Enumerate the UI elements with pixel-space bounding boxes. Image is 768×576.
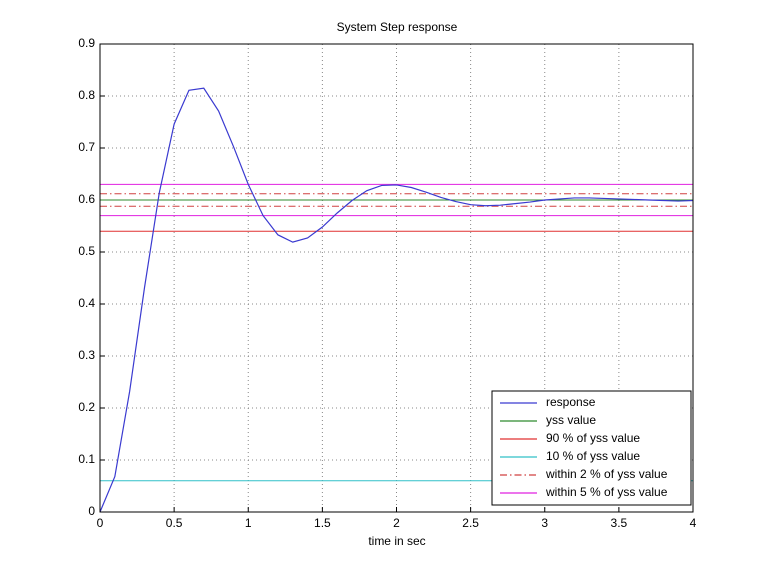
legend-label: response	[546, 395, 596, 409]
x-tick-label: 1	[245, 516, 252, 530]
x-axis-label: time in sec	[368, 534, 425, 548]
y-tick-label: 0.6	[78, 192, 95, 206]
y-tick-label: 0.5	[78, 244, 95, 258]
y-tick-label: 0.9	[78, 36, 95, 50]
x-tick-label: 1.5	[314, 516, 331, 530]
x-tick-label: 2.5	[462, 516, 479, 530]
y-tick-label: 0.1	[78, 452, 95, 466]
x-tick-label: 4	[690, 516, 697, 530]
legend-label: within 2 % of yss value	[545, 467, 668, 481]
y-tick-label: 0.3	[78, 348, 95, 362]
x-tick-label: 0.5	[166, 516, 183, 530]
x-tick-label: 3.5	[611, 516, 628, 530]
y-tick-label: 0.2	[78, 400, 95, 414]
chart-title: System Step response	[337, 20, 458, 34]
legend-label: 90 % of yss value	[546, 431, 640, 445]
y-tick-label: 0	[88, 504, 95, 518]
x-tick-label: 2	[393, 516, 400, 530]
y-tick-label: 0.7	[78, 140, 95, 154]
legend-label: within 5 % of yss value	[545, 485, 668, 499]
x-tick-label: 0	[97, 516, 104, 530]
x-tick-label: 3	[541, 516, 548, 530]
legend-label: 10 % of yss value	[546, 449, 640, 463]
legend-label: yss value	[546, 413, 596, 427]
response-line	[99, 87, 694, 513]
y-tick-label: 0.4	[78, 296, 95, 310]
legend-box	[491, 390, 692, 506]
y-tick-label: 0.8	[78, 88, 95, 102]
plot-frame	[99, 43, 694, 513]
